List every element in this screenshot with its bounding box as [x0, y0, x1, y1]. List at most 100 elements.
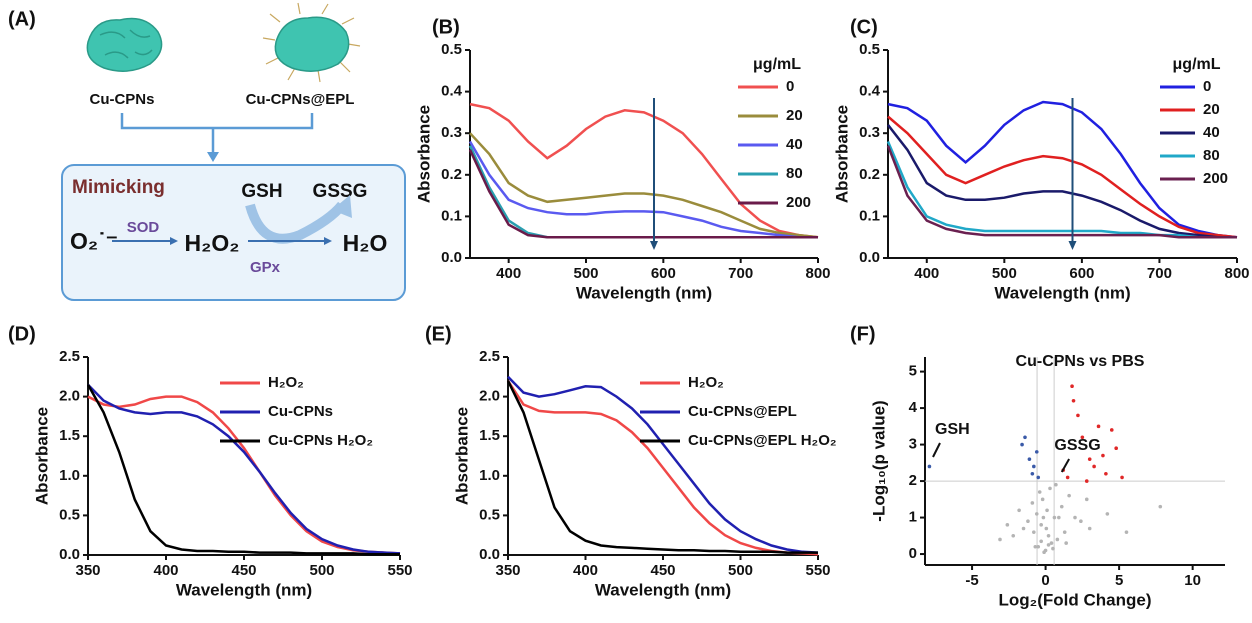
point: [1070, 384, 1074, 388]
x-axis-label: Wavelength (nm): [595, 580, 731, 599]
point: [1046, 534, 1051, 538]
y-tick-label: 0.2: [441, 166, 462, 183]
point: [1039, 523, 1043, 527]
species: GSH: [241, 181, 282, 202]
y-tick-label: 1.0: [59, 467, 80, 484]
arrowhead: [170, 237, 178, 245]
point: [1017, 508, 1021, 513]
legend-label: H₂O₂: [688, 374, 724, 391]
y-tick-label: 2.0: [59, 388, 80, 405]
y-axis-label: -Log₁₀(p value): [869, 400, 888, 521]
point: [998, 537, 1002, 542]
point: [1023, 435, 1027, 440]
x-tick-label: 350: [495, 562, 520, 579]
x-tick-label: 450: [231, 562, 256, 579]
point: [1109, 428, 1114, 432]
y-tick-label: 0.0: [59, 546, 80, 563]
arrowhead: [324, 237, 332, 245]
point: [1071, 398, 1076, 403]
point: [1042, 550, 1046, 555]
point: [1021, 526, 1026, 531]
line: [87, 383, 401, 555]
particle: [86, 17, 163, 72]
point: [1055, 537, 1060, 542]
point: [1062, 530, 1067, 534]
arrowhead: [207, 152, 219, 162]
species: H₂O₂: [185, 230, 240, 256]
annotation: GSH: [935, 421, 970, 438]
point: [1027, 457, 1032, 461]
point: [1046, 543, 1051, 547]
x-tick-label: 800: [805, 265, 830, 282]
point: [1034, 512, 1039, 516]
point: [1033, 544, 1038, 549]
x-axis-label: Wavelength (nm): [576, 283, 712, 302]
y-tick-label: 2: [909, 472, 917, 489]
particle-label: Cu-CPNs@EPL: [246, 91, 355, 108]
y-tick-label: 0.1: [441, 207, 462, 224]
line: [469, 132, 819, 239]
x-tick-label: -5: [965, 572, 978, 589]
line: [468, 149, 818, 239]
y-tick-label: 1.0: [479, 467, 500, 484]
point: [1040, 497, 1045, 502]
point: [1065, 475, 1070, 480]
species: GSSG: [313, 181, 368, 202]
legend-label: 200: [786, 194, 811, 211]
species: H₂O: [343, 230, 388, 256]
y-tick-label: 4: [909, 399, 918, 416]
x-tick-label: 350: [75, 562, 100, 579]
point: [1096, 424, 1101, 429]
chart-title: Cu-CPNs vs PBS: [1016, 353, 1145, 370]
point: [1030, 501, 1035, 505]
point: [1064, 541, 1068, 545]
line: [886, 141, 1237, 239]
point: [927, 464, 932, 469]
point: [1026, 519, 1030, 524]
y-tick-label: 0.5: [59, 506, 80, 523]
point: [1092, 464, 1096, 469]
legend-label: 80: [1203, 147, 1220, 164]
panel-label: (D): [8, 323, 36, 345]
y-tick-label: 0.0: [441, 249, 462, 266]
scheme: (A) Cu-CPNs Cu-CPNs@EPL Mimicking GSH GS…: [8, 2, 406, 301]
x-tick-label: 600: [651, 265, 676, 282]
x-tick-label: 0: [1041, 572, 1049, 589]
legend-title: μg/mL: [1173, 56, 1221, 73]
point: [1120, 475, 1124, 480]
panel-label: (C): [850, 16, 878, 38]
point: [1005, 523, 1010, 527]
point: [1048, 486, 1052, 491]
line: [887, 124, 1237, 239]
legend-label: 20: [1203, 101, 1220, 118]
y-axis-label: Absorbance: [832, 105, 851, 203]
y-tick-label: 5: [909, 363, 917, 380]
x-tick-label: 800: [1224, 265, 1249, 282]
y-tick-label: 0.4: [441, 83, 463, 100]
panel-label: (F): [850, 323, 876, 345]
point: [1030, 471, 1035, 476]
point: [1105, 512, 1110, 516]
curved-arrow: [245, 201, 346, 244]
x-tick-label: 550: [805, 562, 830, 579]
line: [506, 380, 818, 554]
x-tick-label: 400: [153, 562, 178, 579]
y-tick-label: 0.3: [859, 124, 880, 141]
x-tick-label: 550: [387, 562, 412, 579]
panel-label: (E): [425, 323, 452, 345]
point: [1032, 530, 1036, 534]
y-tick-label: 1.5: [479, 427, 500, 444]
line: [468, 140, 818, 239]
particle-label: Cu-CPNs: [89, 91, 154, 108]
particle-coated: [262, 2, 361, 83]
line: [506, 380, 819, 556]
point: [1087, 526, 1092, 531]
mechanism-box: [61, 164, 406, 301]
point: [1045, 508, 1049, 513]
y-tick-label: 0.5: [859, 41, 880, 58]
y-tick-label: 3: [909, 436, 917, 453]
enzyme: SOD: [127, 219, 160, 236]
legend-title: μg/mL: [753, 56, 801, 73]
point: [1158, 504, 1163, 509]
point: [1067, 493, 1071, 498]
